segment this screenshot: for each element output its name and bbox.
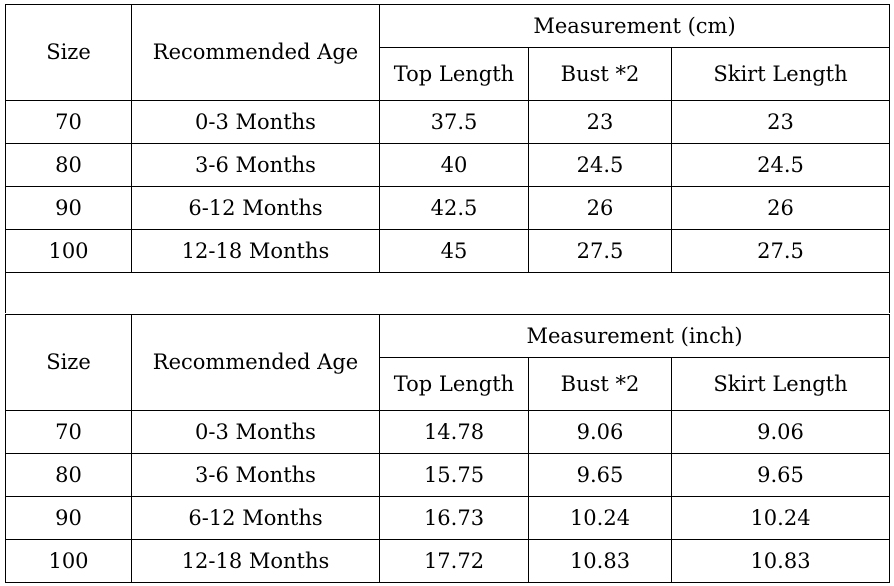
header-recommended-age: Recommended Age — [131, 314, 380, 411]
header-measurement: Measurement (cm) — [378, 4, 891, 48]
cell-size: 80 — [5, 143, 132, 187]
size-chart-cm-table: Size Recommended Age Measurement (cm) To… — [5, 4, 891, 273]
header-skirt-length: Skirt Length — [671, 357, 890, 411]
header-size: Size — [5, 4, 132, 101]
cell-top-length: 14.78 — [379, 410, 529, 454]
cell-age: 0-3 Months — [131, 100, 380, 144]
size-chart-inch-table: Size Recommended Age Measurement (inch) … — [5, 314, 890, 583]
cell-age: 12-18 Months — [131, 229, 380, 273]
header-size: Size — [5, 314, 132, 411]
header-bust: Bust *2 — [528, 357, 672, 411]
table-row: 80 3-6 Months 40 24.5 24.5 — [5, 143, 891, 187]
spacer-row — [5, 272, 890, 313]
cell-size: 100 — [5, 229, 132, 273]
header-top-length: Top Length — [379, 357, 529, 411]
header-row: Size Recommended Age Measurement (inch) — [5, 314, 890, 411]
table-row: 100 12-18 Months 17.72 10.83 10.83 — [5, 539, 890, 583]
cell-age: 3-6 Months — [131, 143, 380, 187]
cell-size: 70 — [5, 410, 132, 454]
cell-top-length: 37.5 — [379, 100, 529, 144]
cell-skirt-length: 27.5 — [670, 229, 891, 273]
cell-bust: 26 — [528, 186, 672, 230]
cell-top-length: 15.75 — [379, 453, 529, 497]
cell-size: 90 — [5, 186, 132, 230]
cell-skirt-length: 23 — [670, 100, 891, 144]
cell-age: 3-6 Months — [131, 453, 380, 497]
cell-age: 6-12 Months — [131, 496, 380, 540]
table-row: 80 3-6 Months 15.75 9.65 9.65 — [5, 453, 890, 497]
cell-age: 12-18 Months — [131, 539, 380, 583]
cell-age: 0-3 Months — [131, 410, 380, 454]
cell-age: 6-12 Months — [131, 186, 380, 230]
cell-bust: 27.5 — [528, 229, 672, 273]
cell-skirt-length: 10.83 — [671, 539, 890, 583]
header-top-length: Top Length — [379, 47, 529, 101]
header-bust: Bust *2 — [528, 47, 672, 101]
table-row: 70 0-3 Months 14.78 9.06 9.06 — [5, 410, 890, 454]
table-row: 90 6-12 Months 16.73 10.24 10.24 — [5, 496, 890, 540]
header-row: Size Recommended Age Measurement (cm) — [5, 4, 891, 101]
table-row: 90 6-12 Months 42.5 26 26 — [5, 186, 891, 230]
cell-skirt-length: 24.5 — [670, 143, 891, 187]
cell-skirt-length: 9.06 — [671, 410, 890, 454]
cell-top-length: 40 — [379, 143, 529, 187]
subheader-row: Top Length Bust *2 Skirt Length — [6, 47, 891, 101]
cell-size: 100 — [5, 539, 132, 583]
table-row: 100 12-18 Months 45 27.5 27.5 — [5, 229, 891, 273]
cell-bust: 9.65 — [528, 453, 672, 497]
cell-top-length: 42.5 — [379, 186, 529, 230]
cell-top-length: 17.72 — [379, 539, 529, 583]
cell-bust: 10.24 — [528, 496, 672, 540]
subheader-row: Top Length Bust *2 Skirt Length — [6, 357, 890, 411]
cell-bust: 9.06 — [528, 410, 672, 454]
cell-top-length: 45 — [379, 229, 529, 273]
cell-size: 80 — [5, 453, 132, 497]
header-skirt-length: Skirt Length — [670, 47, 891, 101]
cell-bust: 10.83 — [528, 539, 672, 583]
cell-size: 90 — [5, 496, 132, 540]
header-measurement: Measurement (inch) — [379, 314, 890, 358]
cell-skirt-length: 26 — [670, 186, 891, 230]
cell-top-length: 16.73 — [379, 496, 529, 540]
header-recommended-age: Recommended Age — [131, 4, 380, 101]
cell-bust: 24.5 — [528, 143, 672, 187]
cell-skirt-length: 10.24 — [671, 496, 890, 540]
table-row: 70 0-3 Months 37.5 23 23 — [5, 100, 891, 144]
cell-skirt-length: 9.65 — [671, 453, 890, 497]
cell-size: 70 — [5, 100, 132, 144]
cell-bust: 23 — [528, 100, 672, 144]
